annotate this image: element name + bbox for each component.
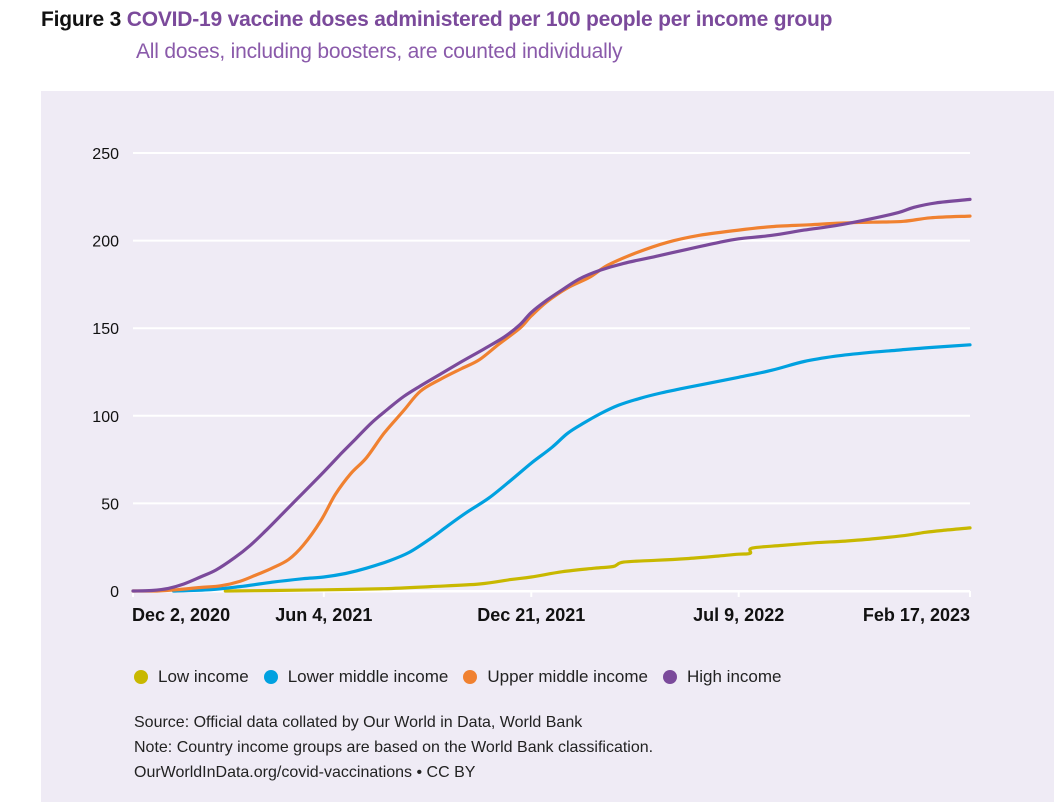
legend-item-low-income[interactable]: Low income [134, 667, 249, 687]
chart-panel [41, 91, 1054, 802]
legend-dot-icon [263, 670, 278, 684]
legend-item-lower-middle-income[interactable]: Lower middle income [263, 667, 449, 687]
figure-title: Figure 3 COVID-19 vaccine doses administ… [41, 6, 832, 34]
y-tick-label: 250 [92, 146, 119, 163]
series-line-lower-middle-income [171, 343, 972, 593]
legend-item-high-income[interactable]: High income [663, 667, 782, 687]
y-tick-label: 100 [92, 409, 119, 426]
legend-label: Upper middle income [487, 667, 648, 686]
y-axis: 0 50 100 150 200 250 [92, 146, 119, 601]
x-tick-label: Jun 4, 2021 [275, 605, 372, 625]
chart-title: COVID-19 vaccine doses administered per … [126, 8, 833, 31]
legend-dot-icon [134, 670, 148, 684]
legend-label: Low income [158, 667, 249, 686]
source-note: Source: Official data collated by Our Wo… [134, 714, 583, 731]
series-line-high-income [131, 197, 972, 593]
series-line-upper-middle-income [131, 214, 972, 593]
chart-subtitle: All doses, including boosters, are count… [136, 40, 623, 63]
legend-dot-icon [663, 670, 677, 684]
chart-notes: Source: Official data collated by Our Wo… [134, 710, 653, 785]
x-tick-label: Dec 21, 2021 [477, 605, 585, 625]
figure-label: Figure 3 [41, 8, 122, 31]
x-axis: Dec 2, 2020 Jun 4, 2021 Dec 21, 2021 Jul 9,… [132, 590, 971, 625]
legend-dot-icon [463, 670, 478, 684]
y-tick-label: 50 [101, 496, 119, 513]
series-line-low-income [223, 526, 972, 593]
legend-label: High income [687, 667, 782, 686]
gridlines [133, 152, 970, 592]
y-tick-label: 150 [92, 321, 119, 338]
x-tick-label: Jul 9, 2022 [693, 605, 784, 625]
legend-label: Lower middle income [287, 667, 449, 686]
x-tick-label: Feb 17, 2023 [863, 605, 970, 625]
classification-note: Note: Country income groups are based on… [134, 739, 654, 756]
y-tick-label: 0 [110, 584, 119, 601]
y-tick-label: 200 [92, 234, 119, 251]
legend-item-upper-middle-income[interactable]: Upper middle income [463, 667, 648, 687]
legend: Low income Lower middle income Upper mid… [134, 667, 797, 687]
credit-link[interactable]: OurWorldInData.org/covid-vaccinations • … [134, 764, 476, 781]
x-tick-label: Dec 2, 2020 [132, 605, 230, 625]
series-lines [131, 197, 972, 593]
